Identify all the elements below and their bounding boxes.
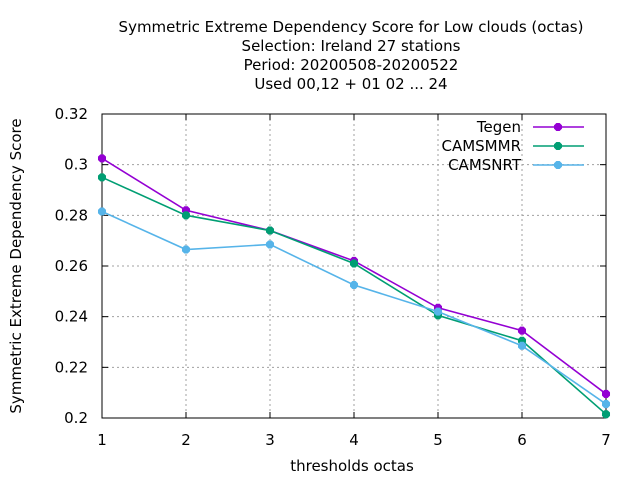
legend-label-camsnrt: CAMSNRT — [448, 156, 522, 174]
x-tick-label: 3 — [265, 431, 275, 449]
y-tick-label: 0.2 — [64, 409, 88, 427]
y-axis-label: Symmetric Extreme Dependency Score — [7, 118, 25, 413]
y-tick-label: 0.22 — [55, 358, 88, 376]
y-tick-label: 0.32 — [55, 105, 88, 123]
data-point-camsmmr — [265, 226, 275, 235]
data-point-camsnrt — [265, 240, 275, 249]
x-tick-label: 7 — [601, 431, 611, 449]
legend-label-tegen: Tegen — [476, 118, 521, 136]
legend-label-camsmmr: CAMSMMR — [441, 137, 521, 155]
series — [97, 154, 611, 419]
data-point-tegen — [517, 326, 527, 335]
legend-marker-camsnrt — [553, 160, 563, 170]
title-line: Used 00,12 + 01 02 ... 24 — [254, 75, 447, 93]
y-tick-label: 0.24 — [55, 308, 88, 326]
data-point-camsnrt — [601, 400, 611, 409]
legend-marker-tegen — [553, 122, 563, 132]
x-tick-label: 6 — [517, 431, 527, 449]
series-line-tegen — [101, 157, 607, 395]
chart-title: Symmetric Extreme Dependency Score for L… — [119, 18, 584, 93]
title-line: Period: 20200508-20200522 — [244, 56, 459, 74]
data-point-camsnrt — [433, 307, 443, 316]
data-point-camsnrt — [349, 280, 359, 290]
x-tick-label: 4 — [349, 431, 359, 449]
x-tick-label: 1 — [97, 431, 107, 449]
x-tick-label: 5 — [433, 431, 443, 449]
x-tick-label: 2 — [181, 431, 191, 449]
data-point-camsmmr — [97, 173, 107, 182]
x-axis-label: thresholds octas — [290, 457, 414, 475]
title-line: Selection: Ireland 27 stations — [242, 37, 461, 55]
title-line: Symmetric Extreme Dependency Score for L… — [119, 18, 584, 36]
data-point-tegen — [601, 389, 611, 398]
data-point-camsmmr — [181, 211, 191, 220]
y-tick-label: 0.26 — [55, 257, 88, 275]
legend-marker-camsmmr — [553, 141, 563, 151]
data-point-camsnrt — [97, 207, 107, 216]
data-point-camsmmr — [349, 259, 359, 268]
data-point-camsnrt — [517, 341, 527, 350]
y-tick-label: 0.3 — [64, 156, 88, 174]
x-axis-ticks: 1 2 3 4 5 6 7 — [97, 114, 611, 449]
data-point-camsmmr — [601, 410, 611, 419]
data-point-camsnrt — [181, 245, 191, 254]
data-point-tegen — [97, 154, 107, 163]
y-tick-label: 0.28 — [55, 206, 88, 224]
